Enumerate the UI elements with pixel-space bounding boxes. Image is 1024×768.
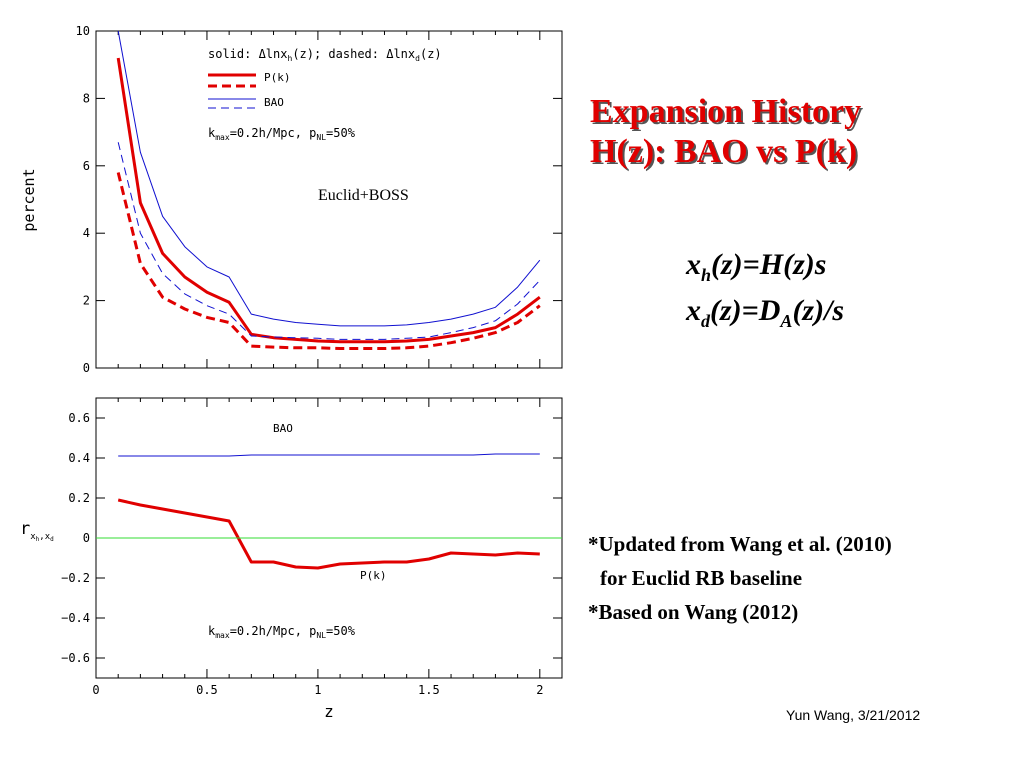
formula-xd-rest: (z)/s	[792, 294, 845, 327]
x-tick-label: 1.5	[418, 683, 440, 697]
formula-xd-sub2: A	[780, 311, 793, 331]
p-k--dashed-series-line	[116, 172, 541, 350]
x-axis-label: z	[324, 702, 334, 721]
formula-xd-var: x	[686, 294, 701, 327]
formula-xh-sub: h	[701, 265, 712, 285]
pk-curve-label: P(k)	[360, 569, 387, 582]
bottom-y-ticks: −0.6 −0.4 −0.2 0 0.2 0.4 0.6	[61, 411, 562, 665]
bottom-panel: −0.6−0.4−0.200.20.40.6 0 0.5 1 1.5 2 rxh,xd …	[20, 397, 563, 721]
x-tick-label: 2	[536, 683, 543, 697]
x-tick-label: 0.5	[196, 683, 218, 697]
note-updated: *Updated from Wang et al. (2010)	[588, 532, 892, 556]
y-tick-label: −0.4	[61, 611, 90, 625]
credit-line: Yun Wang, 3/21/2012	[786, 707, 921, 723]
formula-xh-rest: (z)=H(z)s	[711, 248, 827, 281]
top-x-ticks	[95, 31, 541, 368]
formula-xh-var: x	[686, 248, 701, 281]
y-tick-label: 10	[76, 24, 90, 38]
top-plot-frame	[95, 30, 563, 369]
y-tick-label: 8	[83, 91, 90, 105]
formula-xd: xd(z)=DA(z)/s	[686, 294, 844, 332]
slide-title-line2: H(z): BAO vs P(k)	[590, 133, 858, 170]
y-tick-label: 0	[83, 531, 90, 545]
bottom-series	[96, 453, 562, 570]
note-baseline: for Euclid RB baseline	[600, 566, 803, 590]
formula-xh: xh(z)=H(z)s	[686, 248, 826, 286]
p-k--solid-series-line	[117, 498, 540, 570]
y-tick-label: 0.6	[68, 411, 90, 425]
top-panel: 0 2 4 6 8 10 percent solid: Δlnxh(z); dashed:…	[20, 24, 563, 375]
x-tick-label: 1	[314, 683, 321, 697]
y-tick-label: 6	[83, 159, 90, 173]
y-tick-label: −0.6	[61, 651, 90, 665]
top-series	[116, 30, 541, 350]
top-kmax-annotation: kmax=0.2h/Mpc, pNL=50%	[208, 126, 356, 142]
y-tick-label: 0	[83, 361, 90, 375]
bao-solid-series-line	[117, 30, 541, 327]
note-based-on: *Based on Wang (2012)	[588, 600, 799, 624]
slide-title: Expansion History H(z): BAO vs P(k)	[590, 92, 1010, 172]
survey-label: Euclid+BOSS	[318, 187, 409, 204]
formula-xd-mid: (z)=D	[710, 294, 781, 327]
bottom-y-axis-label: rxh,xd	[20, 519, 54, 543]
y-tick-label: 2	[83, 294, 90, 308]
formula-xd-sub: d	[701, 311, 710, 331]
slide-title-line1: Expansion History	[590, 93, 862, 130]
y-tick-label: 0.4	[68, 451, 90, 465]
bao-solid-series-line	[118, 453, 540, 457]
x-tick-label: 0	[92, 683, 99, 697]
legend-header: solid: Δlnxh(z); dashed: Δlnxd(z)	[208, 47, 442, 63]
top-y-axis-label: percent	[20, 168, 38, 231]
top-y-ticks: 0 2 4 6 8 10	[76, 24, 562, 375]
bottom-x-ticks: 0 0.5 1 1.5 2	[92, 398, 543, 697]
p-k--solid-series-line	[116, 57, 541, 344]
bao-curve-label: BAO	[273, 422, 293, 435]
legend-bao-label: BAO	[264, 96, 284, 109]
legend-pk-label: P(k)	[264, 71, 291, 84]
y-tick-label: 0.2	[68, 491, 90, 505]
bottom-kmax-annotation: kmax=0.2h/Mpc, pNL=50%	[208, 624, 356, 640]
y-tick-label: −0.2	[61, 571, 90, 585]
bao-dashed-series-line	[117, 142, 541, 340]
y-tick-label: 4	[83, 226, 90, 240]
